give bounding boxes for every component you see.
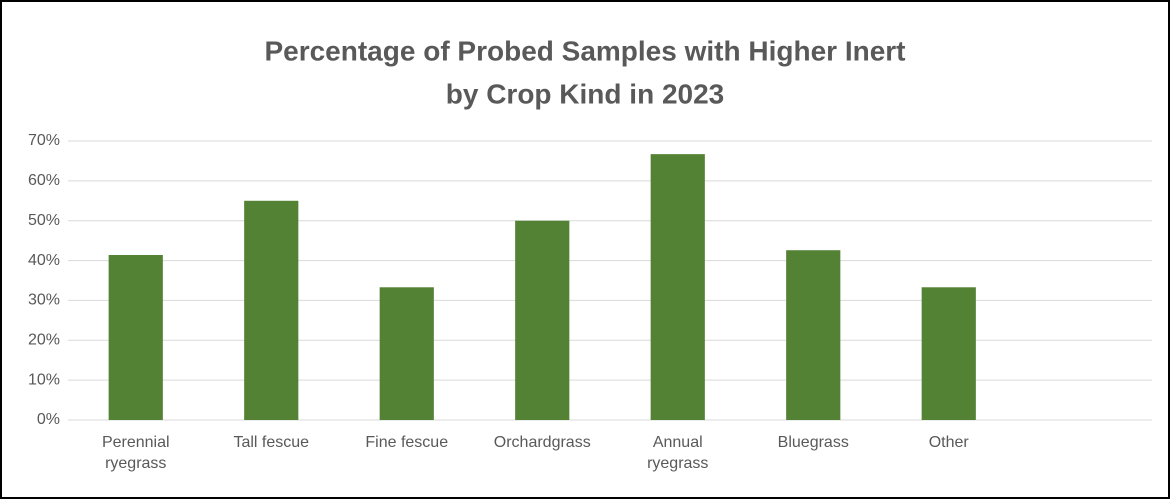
- bar: [515, 220, 570, 420]
- y-tick-label: 60%: [28, 172, 60, 189]
- x-tick-label: Perennial ryegrass: [101, 434, 170, 472]
- y-tick-label: 50%: [28, 212, 60, 229]
- x-tick-label-box: Perennial ryegrass: [71, 432, 201, 474]
- x-tick-label: Tall fescue: [233, 434, 310, 451]
- x-tick-label-box: Annual ryegrass: [613, 432, 743, 474]
- chart-title: Percentage of Probed Samples with Higher…: [264, 35, 905, 66]
- x-tick-label: Fine fescue: [365, 434, 449, 451]
- x-tick-label: Bluegrass: [777, 434, 849, 451]
- x-tick-label: Annual ryegrass: [647, 434, 709, 472]
- x-tick-label-box: Other: [884, 432, 1014, 453]
- x-tick-label-box: Tall fescue: [206, 432, 336, 453]
- bar: [108, 254, 163, 420]
- bar: [379, 287, 434, 420]
- chart-title: by Crop Kind in 2023: [446, 78, 725, 109]
- bar: [244, 200, 299, 420]
- y-tick-label: 30%: [28, 292, 60, 309]
- x-tick-label-box: Fine fescue: [342, 432, 472, 453]
- x-tick-label: Orchardgrass: [493, 434, 591, 451]
- x-tick-label-box: Orchardgrass: [477, 432, 607, 453]
- y-tick-label: 70%: [28, 132, 60, 149]
- y-tick-label: 40%: [28, 252, 60, 269]
- x-tick-label-box: Bluegrass: [748, 432, 878, 453]
- y-tick-label: 0%: [37, 411, 60, 428]
- y-tick-label: 10%: [28, 371, 60, 388]
- y-tick-label: 20%: [28, 332, 60, 349]
- bar: [650, 154, 705, 420]
- x-tick-label: Other: [928, 434, 969, 451]
- bar: [921, 287, 976, 420]
- bar: [786, 250, 841, 420]
